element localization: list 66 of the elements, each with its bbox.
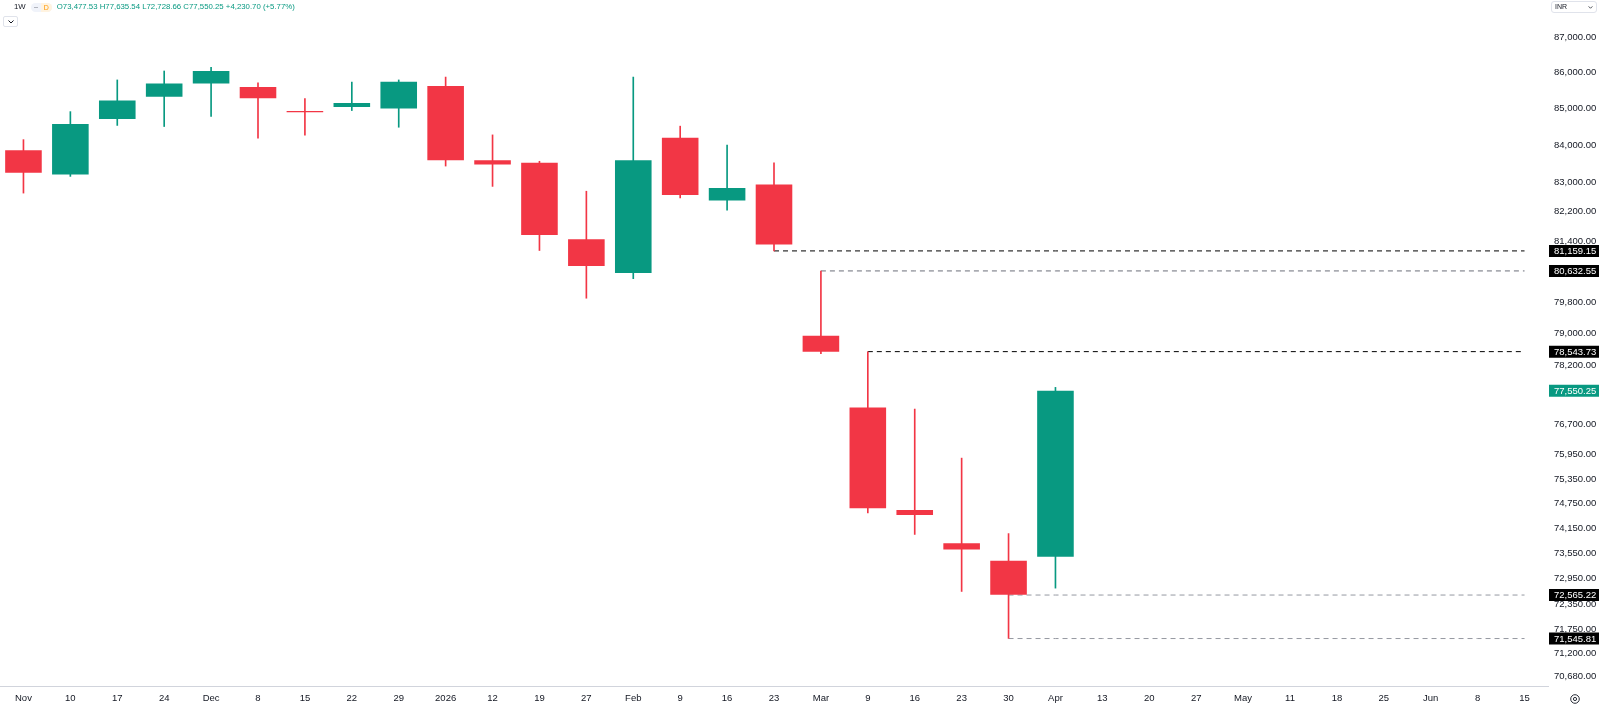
x-tick-label: 20 [1143,692,1155,704]
x-tick-label: Nov [15,692,33,704]
text: 72,565.22 [1554,589,1597,601]
x-tick-label: 23 [768,692,780,704]
y-tick-label: 84,000.00 [1554,138,1597,150]
y-tick-label: 73,550.00 [1554,547,1597,559]
candlestick [192,67,230,117]
x-tick-label: 13 [1097,692,1108,704]
candlestick [708,144,746,211]
x-tick-label: 23 [956,692,967,704]
x-tick-label: 16 [909,692,921,704]
y-tick-label: 75,350.00 [1554,472,1597,484]
candlestick [145,70,183,127]
x-tick-label: 29 [393,692,405,704]
y-tick-label: 79,000.00 [1554,327,1597,339]
x-tick-label: 8 [255,692,261,704]
x-tick-label: 12 [487,692,498,704]
x-tick-label: Dec [202,692,220,704]
candlestick [802,270,840,355]
x-tick-label: 2026 [435,692,457,704]
text: 71,545.81 [1554,632,1597,644]
y-tick-label: 75,950.00 [1554,448,1597,460]
y-tick-label: 81,400.00 [1554,235,1597,247]
x-tick-label: Feb [625,692,642,704]
x-tick-label: 24 [158,692,170,704]
x-tick-label: 19 [534,692,545,704]
x-tick-label: May [1234,692,1253,704]
y-tick-label: 71,200.00 [1554,647,1597,659]
x-tick-label: 15 [299,692,311,704]
x-tick-label: 11 [1285,692,1295,704]
x-tick-label: 15 [1519,692,1530,704]
y-tick-label: 85,000.00 [1554,102,1597,114]
text: 81,159.15 [1554,245,1597,257]
y-tick-label: 86,000.00 [1554,66,1597,78]
y-tick-label: 74,750.00 [1554,497,1597,509]
y-tick-label: 87,000.00 [1554,30,1597,42]
y-tick-label: 79,800.00 [1554,296,1597,308]
y-tick-label: 83,000.00 [1554,175,1597,187]
x-tick-label: 18 [1331,692,1343,704]
text: 80,632.55 [1554,265,1597,277]
x-tick-label: 16 [721,692,733,704]
x-tick-label: 27 [1190,692,1202,704]
x-tick-label: 30 [1003,692,1014,704]
candlestick [333,81,371,111]
y-tick-label: 74,150.00 [1554,522,1597,534]
x-tick-label: 9 [677,692,683,704]
y-tick-label: 82,200.00 [1554,205,1597,217]
candlestick [896,408,934,535]
x-tick-label: 27 [581,692,592,704]
y-tick-label: 78,200.00 [1554,358,1597,370]
text: 78,543.73 [1554,345,1597,357]
x-tick-label: 9 [865,692,871,704]
x-tick-label: 25 [1378,692,1390,704]
y-tick-label: 72,950.00 [1554,572,1597,584]
x-tick-label: 10 [65,692,76,704]
y-tick-label: 70,680.00 [1554,669,1597,681]
y-tick-label: 76,700.00 [1554,418,1597,430]
candlestick [239,82,277,139]
x-tick-label: Mar [812,692,830,704]
y-tick-label: 71,750.00 [1554,623,1597,635]
text: 77,550.25 [1554,384,1597,396]
x-tick-label: Apr [1048,692,1063,704]
x-tick-label: Jun [1423,692,1439,704]
x-tick-label: 17 [111,692,123,704]
x-tick-label: 22 [346,692,358,704]
x-tick-label: 8 [1474,692,1481,704]
